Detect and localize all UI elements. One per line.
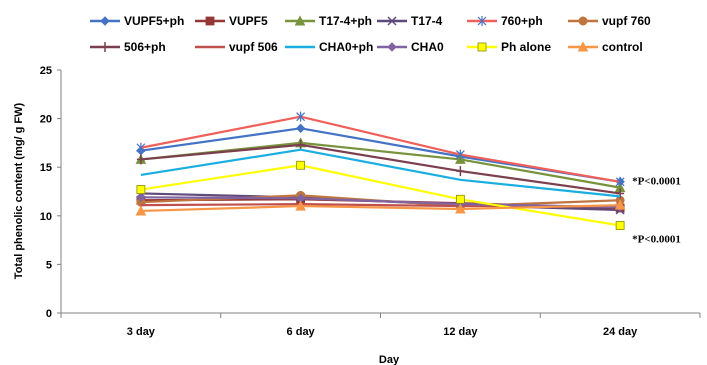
data-point-cha0	[136, 192, 146, 203]
legend-label: VUPF5	[229, 14, 268, 28]
significance-annotation: *P<0.0001	[632, 176, 681, 188]
legend-label: 506+ph	[124, 40, 166, 54]
legend-marker	[205, 16, 215, 26]
x-tick-label: 12 day	[443, 326, 478, 338]
legend-marker	[294, 15, 306, 26]
legend-marker	[578, 16, 588, 26]
y-tick-label: 15	[40, 162, 52, 174]
series-506-ph	[136, 139, 625, 199]
legend: VUPF5+ph VUPF5 T17-4+ph T17-4 760+ph vupf 760…	[90, 14, 651, 54]
series-line-ph-alone	[140, 164, 621, 227]
data-point-ph-alone	[296, 160, 306, 170]
data-point-ph-alone	[615, 221, 625, 230]
data-point-760-ph	[136, 142, 146, 153]
legend-label: CHA0	[411, 40, 444, 54]
legend-label: T17-4+ph	[319, 14, 372, 28]
series-control	[135, 199, 626, 216]
x-tick-labels: 3 day 6 day 12 day 24 day	[60, 313, 701, 338]
legend-item-cha0-ph: CHA0+ph	[285, 40, 373, 54]
data-point-506-ph	[136, 154, 145, 165]
legend-label: vupf 506	[229, 40, 278, 54]
legend-item-cha0: CHA0	[377, 40, 444, 54]
legend-label: control	[602, 40, 643, 54]
series-line-760-ph	[140, 115, 621, 183]
legend-label: Ph alone	[501, 40, 551, 54]
series-cha0-ph	[140, 148, 621, 198]
legend-marker	[101, 42, 109, 52]
legend-marker	[477, 42, 487, 52]
legend-marker	[387, 42, 397, 52]
legend-item-control: control	[568, 40, 643, 54]
series-line-control	[140, 204, 621, 213]
legend-item-ph-alone: Ph alone	[467, 40, 551, 54]
y-tick-label: 10	[40, 211, 52, 223]
y-tick-label: 5	[46, 259, 52, 271]
y-axis-title: Total phenolic content (mg/ g FW)	[13, 102, 25, 279]
x-tick-label: 6 day	[287, 326, 316, 338]
legend-item-vupf-760: vupf 760	[568, 14, 651, 28]
y-tick-label: 0	[46, 308, 52, 320]
data-point-506-ph	[296, 139, 305, 150]
legend-item-vupf-506: vupf 506	[195, 40, 278, 54]
x-axis-title: Day	[379, 354, 400, 365]
y-tick-label: 20	[40, 114, 52, 126]
legend-label: CHA0+ph	[319, 40, 373, 54]
legend-item-t17-4-ph: T17-4+ph	[285, 14, 372, 28]
data-point-ph-alone	[136, 185, 146, 194]
legend-item-760-ph: 760+ph	[467, 14, 543, 28]
data-point-506-ph	[616, 188, 625, 199]
series-line-506-ph	[140, 143, 621, 195]
legend-label: VUPF5+ph	[124, 14, 184, 28]
x-tick-label: 24 day	[603, 326, 638, 338]
data-point-control	[135, 205, 147, 216]
legend-item-t17-4: T17-4	[377, 14, 443, 28]
significance-annotation: *P<0.0001	[632, 234, 681, 246]
data-point-control	[455, 203, 466, 214]
data-point-vupf5-ph	[295, 123, 306, 134]
legend-marker	[100, 16, 110, 26]
annotations: *P<0.0001 *P<0.0001	[632, 176, 681, 246]
series-lines	[135, 111, 626, 230]
y-tick-label: 25	[40, 65, 52, 77]
legend-marker	[577, 41, 589, 52]
data-point-control	[295, 200, 306, 211]
legend-item-vupf5: VUPF5	[195, 14, 268, 28]
data-point-760-ph	[455, 149, 465, 160]
data-point-760-ph	[615, 176, 625, 187]
legend-label: T17-4	[411, 14, 443, 28]
series-ph-alone	[136, 160, 625, 230]
legend-marker	[387, 16, 397, 26]
y-tick-labels: 0 5 10 15 20 25	[40, 65, 61, 320]
legend-item-506-ph: 506+ph	[90, 40, 166, 54]
series-cha0	[136, 192, 625, 212]
series-760-ph	[136, 111, 625, 187]
x-tick-label: 3 day	[127, 326, 156, 338]
data-point-506-ph	[456, 166, 465, 177]
legend-item-vupf5-ph: VUPF5+ph	[90, 14, 184, 28]
series-line-cha0	[140, 196, 621, 209]
legend-label: 760+ph	[501, 14, 543, 28]
data-point-760-ph	[296, 111, 306, 122]
series-line-cha0-ph	[140, 148, 621, 198]
data-point-ph-alone	[455, 194, 465, 204]
legend-label: vupf 760	[602, 14, 651, 28]
data-point-control	[614, 199, 626, 210]
legend-marker	[477, 16, 487, 26]
